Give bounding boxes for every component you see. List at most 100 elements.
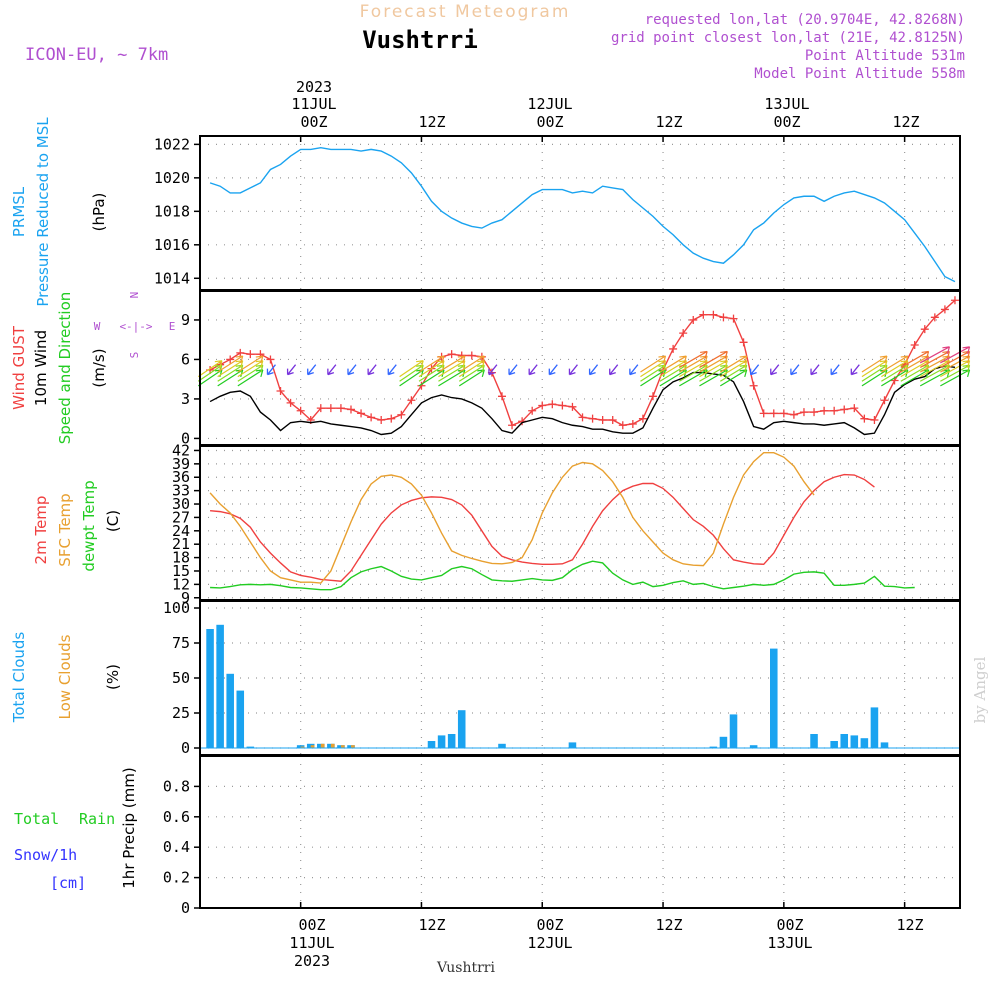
gust-marker	[246, 350, 255, 359]
temperature-ytick-label: 18	[172, 549, 190, 567]
cloud-bar	[870, 707, 879, 748]
precip-ytick-label: 0	[181, 899, 190, 917]
precip-ytick-label: 0.4	[163, 838, 190, 856]
wind-arrow	[940, 360, 971, 378]
temperature-ytick-label: 27	[172, 508, 190, 526]
gust-marker	[880, 396, 889, 405]
wind-arrow	[790, 364, 800, 376]
gust-marker	[336, 404, 345, 413]
wind-ytick-label: 3	[181, 390, 190, 408]
bottom-hour-3: 00Z	[536, 916, 563, 934]
pressure-frame	[199, 135, 961, 291]
wind-arrow	[418, 360, 445, 378]
top-hour-2: 12Z	[418, 113, 445, 131]
wind-arrow	[217, 360, 244, 378]
gust-marker	[326, 404, 335, 413]
cloud-bar	[427, 741, 436, 748]
wind-arrow	[588, 364, 599, 376]
gust-marker	[467, 351, 476, 360]
cloud-bar	[320, 743, 325, 748]
compass-s: S	[128, 352, 141, 359]
data-layer	[198, 148, 971, 909]
watermark: by Angel	[971, 656, 989, 723]
wind-ytick-label: 6	[181, 350, 190, 368]
requested-lonlat: requested lon,lat (20.9704E, 42.8268N)	[645, 12, 965, 28]
gust-marker	[719, 313, 728, 322]
precip-snow-label2: [cm]	[50, 874, 86, 892]
wind-arrow	[810, 364, 820, 376]
series-line-wind-gust	[209, 299, 956, 427]
gust-marker	[417, 381, 426, 390]
cloud-bar	[340, 745, 345, 748]
wind-arrow	[940, 346, 971, 364]
gust-marker	[296, 406, 305, 415]
clouds-ytick-label: 25	[172, 704, 190, 722]
wind-arrow	[217, 355, 244, 373]
series-line-dewpt-temp	[210, 560, 915, 591]
pressure-ytick-label: 1018	[154, 202, 190, 220]
wind-arrow	[237, 355, 264, 373]
model-label: ICON-EU, ~ 7km	[25, 45, 168, 65]
gust-marker	[316, 404, 325, 413]
gust-marker	[769, 409, 778, 418]
temperature-ytick-label: 36	[172, 468, 190, 486]
temp-unit: (C)	[104, 510, 122, 532]
frame-layer	[199, 135, 961, 909]
bottom-year: 2023	[294, 952, 330, 970]
precip-rain-label2: Rain	[79, 810, 115, 828]
tick-layer: 1014101610181020102203699121518212427303…	[154, 135, 906, 917]
wind-arrow	[458, 355, 485, 373]
wind-arrow	[850, 364, 860, 376]
wind-dir-label: Speed and Direction	[56, 292, 74, 445]
gust-marker	[669, 344, 678, 353]
bottom-hour-6: 12Z	[896, 916, 923, 934]
gust-marker	[779, 409, 788, 418]
temperature-frame	[199, 445, 961, 601]
top-hour-4: 12Z	[655, 113, 682, 131]
wind-arrow	[458, 369, 485, 387]
gust-marker	[578, 413, 587, 422]
gust-marker	[276, 387, 285, 396]
cloud-bar	[568, 742, 577, 748]
temperature-ytick-label: 21	[172, 535, 190, 553]
compass-axis: <-|->	[119, 320, 152, 333]
wind-arrow	[919, 355, 951, 373]
top-hour-3: 00Z	[536, 113, 563, 131]
wind-arrow	[679, 350, 708, 368]
point-altitude: Point Altitude 531m	[805, 48, 965, 64]
wind-arrow	[699, 360, 728, 378]
cloud-bar	[860, 738, 869, 748]
gust-marker	[699, 310, 708, 319]
temperature-ytick-label: 24	[172, 522, 190, 540]
cloud-bar	[830, 741, 838, 748]
clouds-labels: Total Clouds Low Clouds (%)	[10, 632, 122, 724]
bottom-date-2: 12JUL	[527, 934, 572, 952]
temp-dew-label: dewpt Temp	[80, 480, 98, 571]
location-title: Vushtrri	[362, 26, 478, 54]
cloud-bar	[350, 745, 355, 748]
gust-marker	[739, 338, 748, 347]
wind-arrow	[940, 355, 971, 373]
wind-compass: W <-|-> E N S	[94, 292, 176, 359]
wind-arrow	[699, 355, 728, 373]
cloud-bar	[300, 746, 305, 748]
clouds-ytick-label: 0	[181, 739, 190, 757]
cloud-bar	[246, 746, 255, 748]
wind-arrow	[307, 364, 317, 376]
gust-marker	[387, 414, 396, 423]
temperature-ytick-label: 9	[181, 589, 190, 607]
gust-marker	[810, 408, 819, 417]
wind-arrow	[719, 355, 748, 373]
wind-unit: (m/s)	[90, 348, 108, 387]
gust-marker	[236, 348, 245, 357]
gust-marker	[789, 410, 798, 419]
wind-arrow	[438, 355, 466, 373]
top-year: 2023	[296, 78, 332, 96]
gust-marker	[679, 329, 688, 338]
temperature-ytick-label: 39	[172, 455, 190, 473]
clouds-ytick-label: 75	[172, 634, 190, 652]
wind-arrow	[399, 364, 424, 382]
wind-arrow	[640, 355, 667, 373]
wind-arrow	[719, 360, 748, 378]
wind-arrow	[640, 360, 667, 378]
